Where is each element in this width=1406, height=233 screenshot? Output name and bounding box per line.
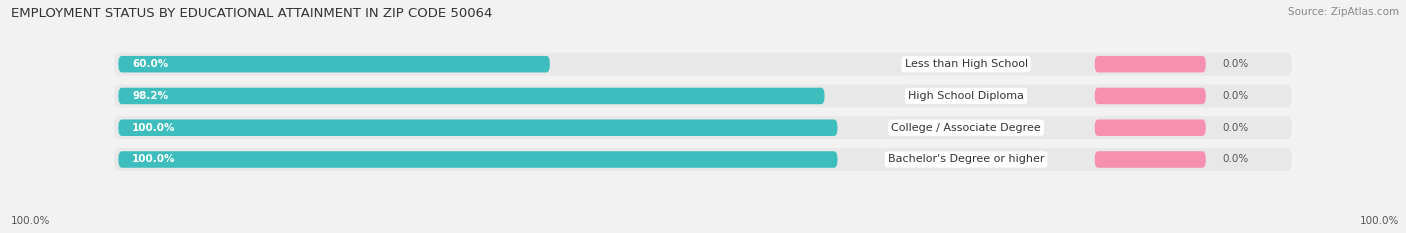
Text: 0.0%: 0.0% [1222, 91, 1249, 101]
Text: 100.0%: 100.0% [132, 154, 176, 164]
Text: 0.0%: 0.0% [1222, 59, 1249, 69]
Text: 100.0%: 100.0% [1360, 216, 1399, 226]
Text: College / Associate Degree: College / Associate Degree [891, 123, 1040, 133]
Text: 100.0%: 100.0% [132, 123, 176, 133]
FancyBboxPatch shape [114, 53, 1292, 76]
Text: 0.0%: 0.0% [1222, 123, 1249, 133]
FancyBboxPatch shape [114, 116, 1292, 139]
FancyBboxPatch shape [118, 56, 550, 72]
Text: Bachelor's Degree or higher: Bachelor's Degree or higher [887, 154, 1045, 164]
Text: Less than High School: Less than High School [904, 59, 1028, 69]
Text: High School Diploma: High School Diploma [908, 91, 1024, 101]
Text: Source: ZipAtlas.com: Source: ZipAtlas.com [1288, 7, 1399, 17]
Text: 60.0%: 60.0% [132, 59, 169, 69]
FancyBboxPatch shape [1095, 151, 1206, 168]
Text: 98.2%: 98.2% [132, 91, 169, 101]
FancyBboxPatch shape [118, 120, 838, 136]
FancyBboxPatch shape [118, 88, 824, 104]
FancyBboxPatch shape [114, 85, 1292, 107]
FancyBboxPatch shape [118, 151, 838, 168]
FancyBboxPatch shape [1095, 88, 1206, 104]
FancyBboxPatch shape [1095, 120, 1206, 136]
Text: EMPLOYMENT STATUS BY EDUCATIONAL ATTAINMENT IN ZIP CODE 50064: EMPLOYMENT STATUS BY EDUCATIONAL ATTAINM… [11, 7, 492, 20]
Text: 100.0%: 100.0% [11, 216, 51, 226]
FancyBboxPatch shape [1095, 56, 1206, 72]
Text: 0.0%: 0.0% [1222, 154, 1249, 164]
FancyBboxPatch shape [114, 148, 1292, 171]
